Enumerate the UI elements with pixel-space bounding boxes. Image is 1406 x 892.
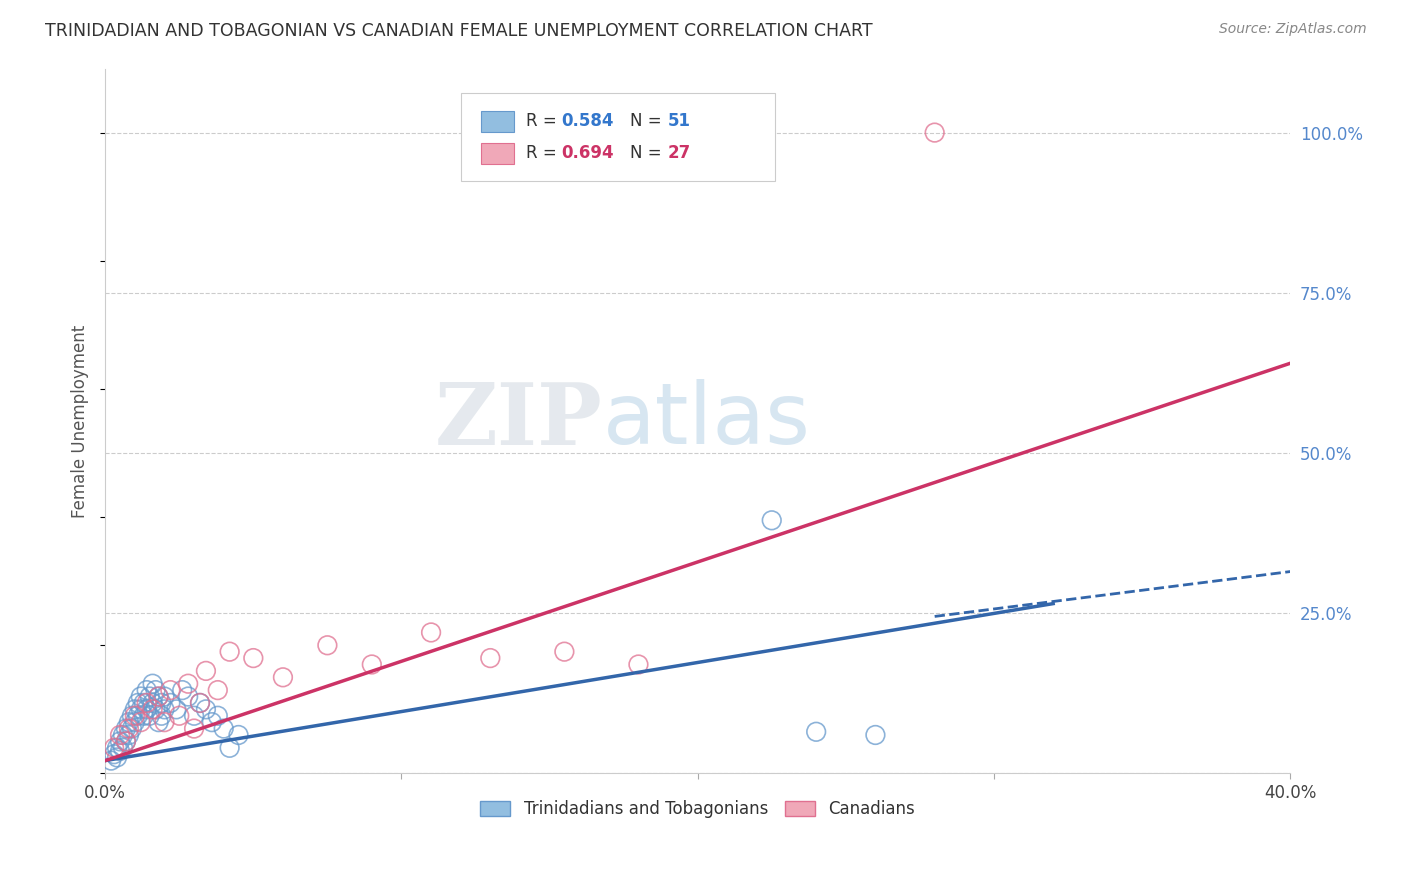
Point — [242, 651, 264, 665]
Point — [135, 683, 157, 698]
Point — [135, 696, 157, 710]
Point — [804, 724, 827, 739]
Point — [108, 728, 131, 742]
Point — [228, 728, 250, 742]
Point — [153, 690, 176, 704]
Point — [218, 645, 240, 659]
Y-axis label: Female Unemployment: Female Unemployment — [72, 325, 89, 517]
Point — [207, 708, 229, 723]
Point — [172, 683, 194, 698]
Point — [148, 690, 170, 704]
Point — [183, 708, 205, 723]
Point — [761, 513, 783, 527]
Point — [138, 708, 160, 723]
Point — [420, 625, 443, 640]
Bar — [481, 111, 515, 132]
Point — [194, 664, 217, 678]
Point — [148, 715, 170, 730]
Point — [479, 651, 502, 665]
Point — [132, 708, 155, 723]
Point — [145, 702, 167, 716]
Point — [138, 690, 160, 704]
Point — [129, 702, 152, 716]
Point — [115, 734, 138, 748]
Point — [142, 696, 165, 710]
Text: 0.584: 0.584 — [561, 112, 614, 130]
Point — [169, 708, 191, 723]
Point — [188, 696, 211, 710]
Point — [553, 645, 575, 659]
Point — [207, 683, 229, 698]
Point — [145, 683, 167, 698]
Point — [201, 715, 224, 730]
Point — [183, 722, 205, 736]
Point — [177, 676, 200, 690]
Point — [108, 734, 131, 748]
Point — [135, 702, 157, 716]
Point — [111, 740, 134, 755]
Point — [124, 715, 146, 730]
Point — [129, 715, 152, 730]
Text: 27: 27 — [668, 145, 692, 162]
Point — [177, 690, 200, 704]
Point — [105, 740, 128, 755]
Point — [127, 696, 149, 710]
Point — [115, 734, 138, 748]
Point — [924, 126, 946, 140]
Point — [118, 728, 141, 742]
Text: Source: ZipAtlas.com: Source: ZipAtlas.com — [1219, 22, 1367, 37]
Point — [360, 657, 382, 672]
Point — [105, 750, 128, 764]
Point — [118, 715, 141, 730]
Text: N =: N = — [630, 145, 666, 162]
Point — [129, 690, 152, 704]
Text: atlas: atlas — [603, 379, 811, 462]
Point — [865, 728, 887, 742]
Point — [124, 708, 146, 723]
Point — [150, 708, 173, 723]
Point — [212, 722, 235, 736]
Point — [121, 722, 143, 736]
Point — [316, 638, 339, 652]
Point — [108, 744, 131, 758]
Point — [115, 722, 138, 736]
Text: ZIP: ZIP — [434, 379, 603, 463]
Text: R =: R = — [526, 112, 562, 130]
Legend: Trinidadians and Tobagonians, Canadians: Trinidadians and Tobagonians, Canadians — [474, 794, 921, 825]
Point — [132, 696, 155, 710]
Point — [103, 740, 125, 755]
Point — [627, 657, 650, 672]
Point — [121, 708, 143, 723]
Point — [159, 696, 181, 710]
Point — [153, 715, 176, 730]
Point — [118, 722, 141, 736]
Point — [100, 754, 122, 768]
Point — [111, 728, 134, 742]
Point — [127, 708, 149, 723]
Point — [124, 702, 146, 716]
Text: 0.694: 0.694 — [561, 145, 614, 162]
Text: TRINIDADIAN AND TOBAGONIAN VS CANADIAN FEMALE UNEMPLOYMENT CORRELATION CHART: TRINIDADIAN AND TOBAGONIAN VS CANADIAN F… — [45, 22, 873, 40]
Text: 51: 51 — [668, 112, 692, 130]
Point — [142, 676, 165, 690]
Point — [148, 690, 170, 704]
Point — [165, 702, 187, 716]
Point — [271, 670, 294, 684]
Point — [103, 747, 125, 762]
Point — [150, 696, 173, 710]
Point — [159, 683, 181, 698]
Point — [194, 702, 217, 716]
Bar — [481, 143, 515, 164]
Point — [188, 696, 211, 710]
FancyBboxPatch shape — [461, 93, 775, 181]
Text: R =: R = — [526, 145, 562, 162]
Point — [218, 740, 240, 755]
Point — [153, 702, 176, 716]
Text: N =: N = — [630, 112, 666, 130]
Point — [142, 702, 165, 716]
